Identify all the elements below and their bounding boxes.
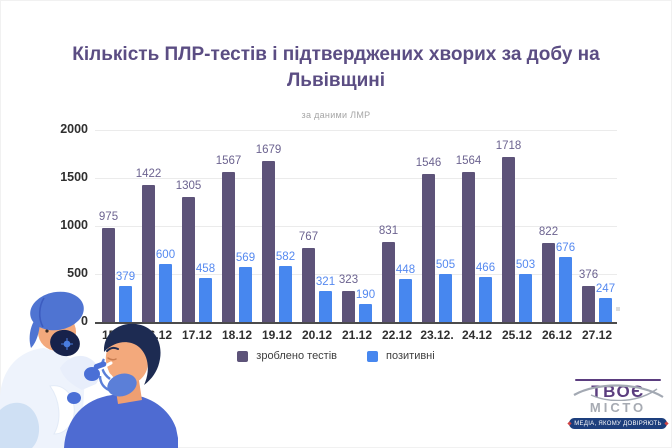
tests-bar [302,248,315,322]
chart-title: Кількість ПЛР-тестів і підтверджених хво… [72,44,600,91]
bar-value-label: 822 [538,226,559,239]
bar-value-label: 1679 [255,143,282,156]
gridline [95,274,617,275]
bar-value-label: 569 [235,252,256,265]
x-axis-tick-label: 22.12 [381,328,413,342]
x-axis-tick-label: 23.12. [420,328,454,342]
x-axis-tick-label: 19.12 [261,328,293,342]
x-axis-tick-label: 21.12 [341,328,373,342]
bar-value-label: 582 [275,251,296,264]
bar-value-label: 323 [338,273,359,286]
positive-bar [119,285,132,322]
positive-bar [559,257,572,322]
tests-bar [142,185,155,322]
positive-bar [439,273,452,322]
gridline [95,178,617,179]
gridline [95,130,617,131]
legend-label: позитивні [386,350,435,362]
bar-value-label: 767 [298,231,319,244]
bar-value-label: 1546 [415,156,442,169]
x-axis-line [95,322,617,324]
chart-subtitle: за даними ЛМР [301,110,371,120]
tests-bar [462,171,475,322]
x-axis-tick-label: 24.12 [461,328,493,342]
positive-bar [279,266,292,322]
tests-bar [102,228,115,322]
y-axis-tick-label: 2000 [60,122,88,136]
bar-value-label: 975 [98,211,119,224]
positive-bar [159,264,172,322]
bar-value-label: 1564 [455,154,482,167]
tests-bar [182,196,195,322]
tests-bar [222,171,235,322]
y-axis-tick-label: 1500 [60,170,88,184]
bar-value-label: 466 [475,262,496,275]
x-axis-tick-label: 18.12 [221,328,253,342]
swab-test-illustration [0,291,178,448]
bar-value-label: 379 [115,270,136,283]
bar-value-label: 448 [395,263,416,276]
x-axis-tick-label: 17.12 [181,328,213,342]
bar-value-label: 376 [578,268,599,281]
logo-topline [575,379,661,381]
y-axis-tick-label: 0 [81,314,88,328]
positive-bar [599,298,612,322]
bar-value-label: 458 [195,263,216,276]
positive-bar [519,273,532,322]
tests-bar [582,285,595,322]
logo-slogan: МЕДІА, ЯКОМУ ДОВІРЯЮТЬ [574,420,662,427]
x-axis-tick-label: 20.12 [301,328,333,342]
positive-bar [319,291,332,322]
positive-bar [399,278,412,322]
logo-word-tvoe: ТВОЄ [569,382,667,401]
tests-bar [382,242,395,322]
bar-value-label: 321 [315,276,336,289]
positive-bar [359,303,372,322]
tests-bar [262,160,275,322]
y-axis-tick-label: 1000 [60,218,88,232]
positive-bar [479,277,492,322]
bar-value-label: 1718 [495,140,522,153]
bar-value-label: 1422 [135,168,162,181]
bar-value-label: 831 [378,225,399,238]
bar-value-label: 1567 [215,154,242,167]
banner-dot-left [567,421,572,426]
gridline [95,226,617,227]
chart-legend: зроблено тестів позитивні [0,350,672,362]
bar-value-label: 676 [555,242,576,255]
logo-slogan-banner: МЕДІА, ЯКОМУ ДОВІРЯЮТЬ [567,418,669,429]
legend-swatch [237,350,249,362]
logo-word-misto: МІСТО [589,400,647,415]
x-axis-tick-label: 26.12 [541,328,573,342]
legend-label: зроблено тестів [256,350,338,362]
tests-bar [342,290,355,322]
legend-item: зроблено тестів [237,350,337,362]
bar-value-label: 503 [515,258,536,271]
bar-value-label: 247 [595,283,616,296]
tests-bar [502,157,515,322]
positive-bar [239,267,252,322]
bar-value-label: 600 [155,249,176,262]
x-axis-tick-label: 25.12 [501,328,533,342]
bar-value-label: 1305 [175,179,202,192]
decorative-square [616,307,620,311]
legend-item: позитивні [367,350,435,362]
bar-value-label: 505 [435,258,456,271]
x-axis-tick-label: 27.12 [581,328,613,342]
bar-value-label: 190 [355,288,376,301]
positive-bar [199,278,212,322]
tvoe-misto-logo: ТВОЄ МІСТО МЕДІА, ЯКОМУ ДОВІРЯЮТЬ [567,379,669,429]
tests-bar [422,173,435,322]
y-axis-tick-label: 500 [67,266,88,280]
tests-bar [542,243,555,322]
legend-swatch [367,350,379,362]
